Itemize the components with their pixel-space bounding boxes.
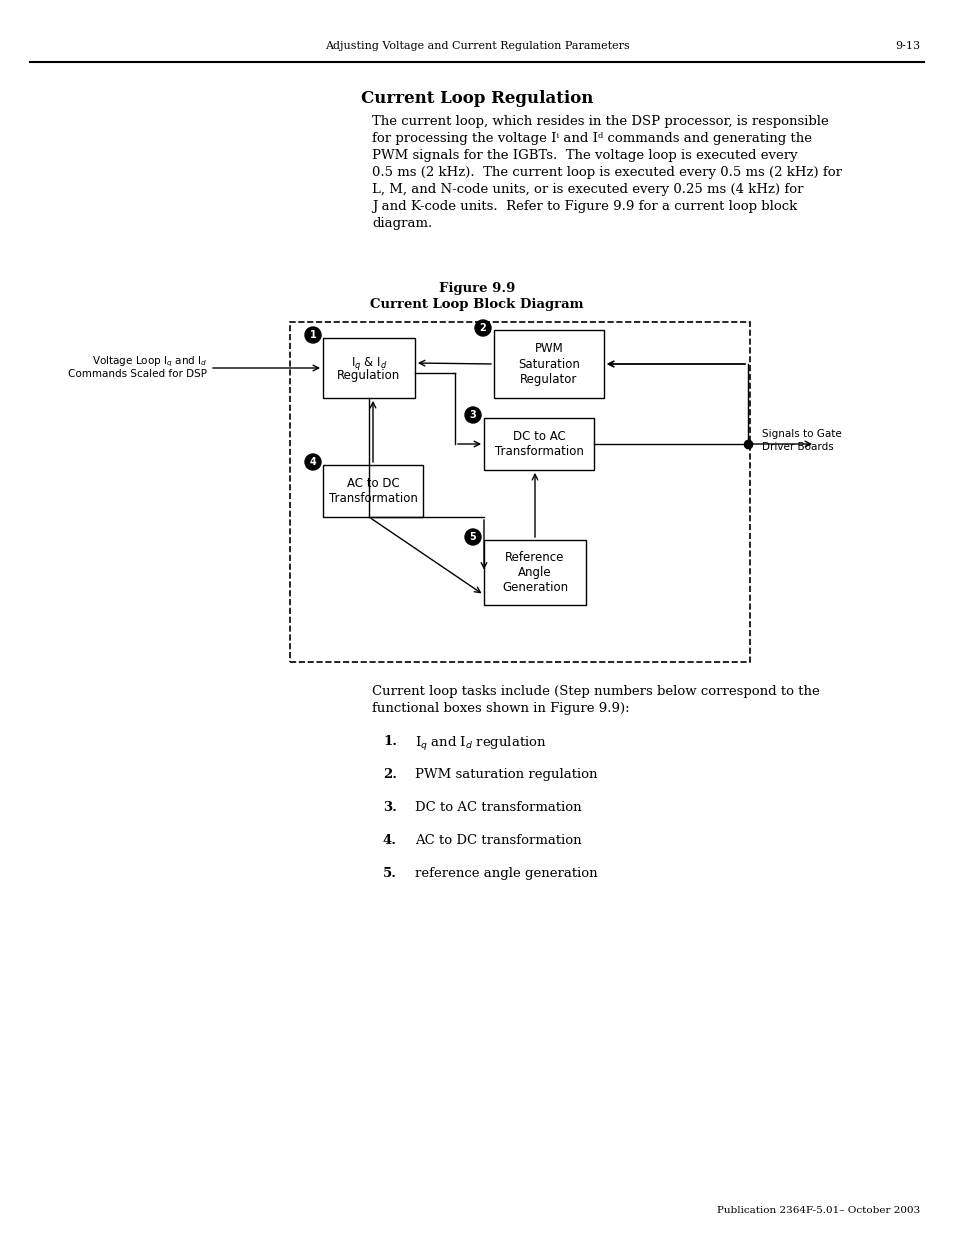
Text: AC to DC transformation: AC to DC transformation xyxy=(415,834,581,847)
Circle shape xyxy=(305,327,320,343)
Text: J and K-code units.  Refer to Figure 9.9 for a current loop block: J and K-code units. Refer to Figure 9.9 … xyxy=(372,200,797,212)
Circle shape xyxy=(464,408,480,424)
Text: for processing the voltage Iⁱ and Iᵈ commands and generating the: for processing the voltage Iⁱ and Iᵈ com… xyxy=(372,132,811,144)
Text: reference angle generation: reference angle generation xyxy=(415,867,597,881)
Text: Figure 9.9: Figure 9.9 xyxy=(438,282,515,295)
Text: 2.: 2. xyxy=(382,768,396,781)
Text: Publication 2364F-5.01– October 2003: Publication 2364F-5.01– October 2003 xyxy=(716,1207,919,1215)
Text: PWM
Saturation
Regulator: PWM Saturation Regulator xyxy=(517,342,579,385)
Circle shape xyxy=(305,454,320,471)
Text: I$_q$ & I$_d$: I$_q$ & I$_d$ xyxy=(351,356,387,373)
Text: PWM saturation regulation: PWM saturation regulation xyxy=(415,768,597,781)
Bar xyxy=(323,338,415,398)
Text: I$_q$ and I$_d$ regulation: I$_q$ and I$_d$ regulation xyxy=(415,735,546,753)
Circle shape xyxy=(475,320,491,336)
Text: Commands Scaled for DSP: Commands Scaled for DSP xyxy=(68,369,207,379)
Text: 2: 2 xyxy=(479,324,486,333)
Text: L, M, and N-code units, or is executed every 0.25 ms (4 kHz) for: L, M, and N-code units, or is executed e… xyxy=(372,183,802,196)
Text: 1.: 1. xyxy=(382,735,396,748)
Text: 3: 3 xyxy=(469,410,476,420)
Bar xyxy=(290,322,749,662)
Text: 5: 5 xyxy=(469,532,476,542)
Text: The current loop, which resides in the DSP processor, is responsible: The current loop, which resides in the D… xyxy=(372,115,828,128)
Text: 4.: 4. xyxy=(382,834,396,847)
Text: 1: 1 xyxy=(310,330,316,340)
Circle shape xyxy=(464,529,480,545)
Text: Adjusting Voltage and Current Regulation Parameters: Adjusting Voltage and Current Regulation… xyxy=(324,41,629,51)
Text: Driver Boards: Driver Boards xyxy=(761,442,833,452)
Text: DC to AC
Transformation: DC to AC Transformation xyxy=(494,430,583,458)
Bar xyxy=(483,417,594,471)
Text: Current Loop Regulation: Current Loop Regulation xyxy=(360,90,593,107)
Text: functional boxes shown in Figure 9.9):: functional boxes shown in Figure 9.9): xyxy=(372,701,629,715)
Bar xyxy=(494,330,603,398)
Text: AC to DC
Transformation: AC to DC Transformation xyxy=(328,477,417,505)
Text: 0.5 ms (2 kHz).  The current loop is executed every 0.5 ms (2 kHz) for: 0.5 ms (2 kHz). The current loop is exec… xyxy=(372,165,841,179)
Text: PWM signals for the IGBTs.  The voltage loop is executed every: PWM signals for the IGBTs. The voltage l… xyxy=(372,149,797,162)
Text: DC to AC transformation: DC to AC transformation xyxy=(415,802,581,814)
Text: 4: 4 xyxy=(310,457,316,467)
Text: 5.: 5. xyxy=(382,867,396,881)
Text: Voltage Loop I$_q$ and I$_d$: Voltage Loop I$_q$ and I$_d$ xyxy=(91,354,207,369)
Text: 3.: 3. xyxy=(382,802,396,814)
Text: Reference
Angle
Generation: Reference Angle Generation xyxy=(501,551,567,594)
Text: 9-13: 9-13 xyxy=(894,41,919,51)
Text: diagram.: diagram. xyxy=(372,217,432,230)
Bar xyxy=(483,540,585,605)
Bar xyxy=(323,466,422,517)
Text: Current loop tasks include (Step numbers below correspond to the: Current loop tasks include (Step numbers… xyxy=(372,685,819,698)
Text: Regulation: Regulation xyxy=(337,369,400,383)
Text: Signals to Gate: Signals to Gate xyxy=(761,429,841,438)
Text: Current Loop Block Diagram: Current Loop Block Diagram xyxy=(370,298,583,311)
